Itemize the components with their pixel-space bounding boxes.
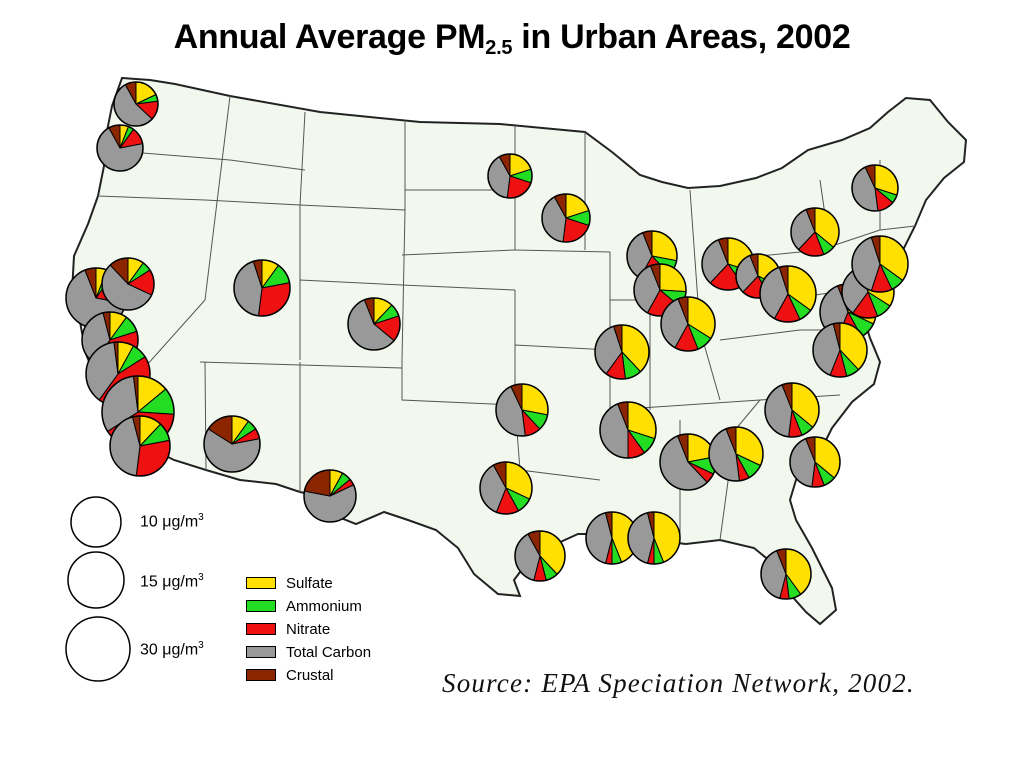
state-boundary-line <box>299 279 403 286</box>
ammonium-swatch <box>246 600 276 612</box>
pie-outline <box>790 207 840 257</box>
sulfate-swatch <box>246 577 276 589</box>
pie-outline <box>487 153 533 199</box>
legend-item-sulfate: Sulfate <box>246 575 333 592</box>
country-outline <box>70 76 968 626</box>
city-pie-charts <box>65 81 909 600</box>
pie-outline <box>851 235 909 293</box>
city-pie <box>851 164 899 212</box>
pie-outline <box>113 81 159 127</box>
legend-item-ammonium: Ammonium <box>246 598 362 615</box>
pie-outline <box>851 164 899 212</box>
city-pie <box>790 207 840 257</box>
map-title: Annual Average PM2.5 in Urban Areas, 200… <box>0 18 1024 60</box>
city-pie <box>479 461 533 515</box>
title-suffix: in Urban Areas, 2002 <box>512 18 851 56</box>
source-caption: Source: EPA Speciation Network, 2002. <box>442 668 915 698</box>
state-boundary-line <box>401 284 516 291</box>
city-pie <box>203 415 261 473</box>
city-pie <box>109 415 171 477</box>
pie-outline <box>764 382 820 438</box>
size-legend-label-medium: 15 μg/m3 <box>140 572 204 591</box>
city-pie <box>760 548 812 600</box>
pie-outline <box>96 124 144 172</box>
city-pie <box>660 296 716 352</box>
size-legend-circle <box>65 616 131 682</box>
pie-outline <box>109 415 171 477</box>
city-pie <box>764 382 820 438</box>
state-boundary-line <box>401 360 516 406</box>
title-prefix: Annual Average PM <box>173 18 486 56</box>
pie-outline <box>203 415 261 473</box>
pie-outline <box>660 296 716 352</box>
city-pie <box>851 235 909 293</box>
city-pie <box>659 433 717 491</box>
pie-slice <box>135 439 171 477</box>
size-legend-circle <box>67 551 125 609</box>
pie-outline <box>479 461 533 515</box>
city-pie <box>708 426 764 482</box>
city-pie <box>495 383 549 437</box>
city-pie <box>789 436 841 488</box>
usa-landmass <box>70 76 968 626</box>
city-pie <box>347 297 401 351</box>
pie-outline <box>759 265 817 323</box>
pie-outline <box>233 259 291 317</box>
pie-outline <box>812 322 868 378</box>
pie-outline <box>514 530 566 582</box>
legend-item-total-carbon: Total Carbon <box>246 644 371 661</box>
city-pie <box>627 511 681 565</box>
legend-item-crustal: Crustal <box>246 667 334 684</box>
city-pie <box>96 124 144 172</box>
pie-outline <box>633 263 687 317</box>
city-pie <box>594 324 650 380</box>
state-boundary-line <box>204 95 231 301</box>
pie-outline <box>101 257 155 311</box>
city-pie <box>759 265 817 323</box>
city-pie <box>101 257 155 311</box>
pie-outline <box>495 383 549 437</box>
pie-outline <box>708 426 764 482</box>
size-legend-label-large: 30 μg/m3 <box>140 640 204 659</box>
size-legend-circle <box>70 496 122 548</box>
pie-outline <box>599 401 657 459</box>
pie-outline <box>303 469 357 523</box>
state-boundary-line <box>514 344 611 351</box>
city-pie <box>233 259 291 317</box>
state-boundary-line <box>229 159 306 171</box>
pie-outline <box>541 193 591 243</box>
state-boundary-line <box>879 225 916 231</box>
city-pie <box>514 530 566 582</box>
city-pie <box>113 81 159 127</box>
pie-outline <box>789 436 841 488</box>
nitrate-swatch <box>246 623 276 635</box>
city-pie <box>812 322 868 378</box>
pie-outline <box>627 511 681 565</box>
pie-outline <box>594 324 650 380</box>
state-boundary-line <box>514 249 611 253</box>
total-carbon-swatch <box>246 646 276 658</box>
size-legend-circles <box>65 496 131 682</box>
state-boundary-line <box>199 361 403 369</box>
legend-item-nitrate: Nitrate <box>246 621 330 638</box>
city-pie <box>585 511 639 565</box>
pie-outline <box>347 297 401 351</box>
state-boundary-line <box>299 111 306 206</box>
pie-outline <box>760 548 812 600</box>
state-boundary-line <box>401 249 516 256</box>
crustal-swatch <box>246 669 276 681</box>
city-pie <box>303 469 357 523</box>
size-legend-label-small: 10 μg/m3 <box>140 512 204 531</box>
state-boundary-line <box>97 195 206 201</box>
city-pie <box>487 153 533 199</box>
city-pie <box>541 193 591 243</box>
title-subscript: 2.5 <box>485 37 513 59</box>
city-pie <box>599 401 657 459</box>
